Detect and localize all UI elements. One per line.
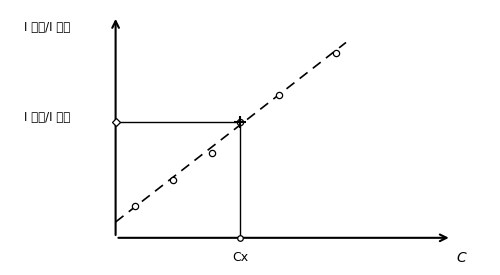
- Text: I 分析/I 内标: I 分析/I 内标: [24, 21, 70, 34]
- Text: I 样品/I 内标: I 样品/I 内标: [24, 111, 70, 124]
- Text: C: C: [456, 251, 466, 265]
- Text: Cx: Cx: [232, 251, 248, 264]
